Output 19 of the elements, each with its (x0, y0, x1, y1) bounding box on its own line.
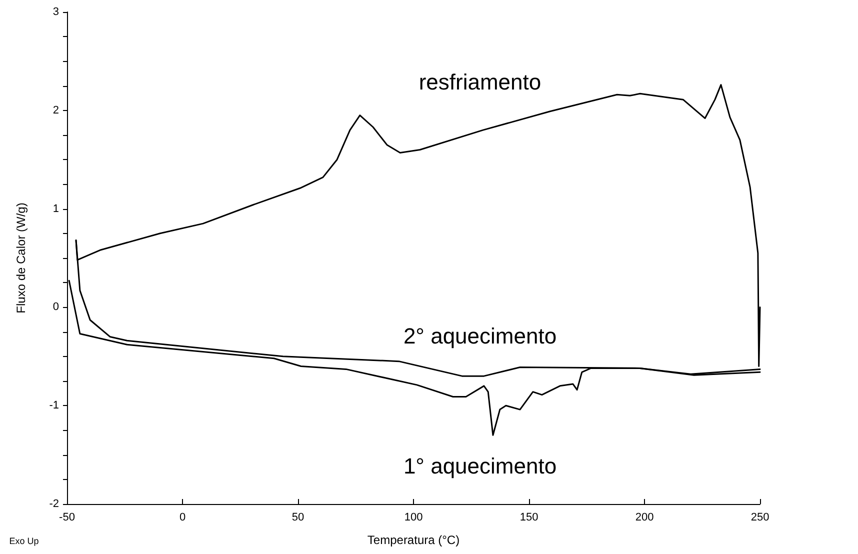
y-axis-title: Fluxo de Calor (W/g) (14, 202, 28, 314)
y-tick-label: 2 (52, 104, 59, 116)
x-tick-label: -50 (59, 512, 75, 524)
annotation: 2° aquecimento (403, 324, 557, 348)
text: Exo Up (9, 536, 39, 546)
y-tick-label: 0 (52, 301, 59, 314)
x-tick-label: 0 (179, 512, 186, 524)
x-axis-title: Temperatura (°C) (367, 533, 460, 547)
annotation: resfriamento (418, 70, 542, 94)
x-tick-label: 200 (635, 512, 654, 524)
annotation: 1° aquecimento (403, 454, 557, 478)
y-tick-label: -1 (49, 400, 59, 412)
x-tick-label: 250 (750, 512, 770, 524)
x-tick-label: 100 (404, 512, 423, 524)
x-tick-label: 50 (292, 512, 304, 524)
y-tick-label: -2 (49, 498, 59, 510)
y-tick-label: 3 (52, 6, 59, 18)
y-tick-label: 1 (52, 202, 59, 215)
x-tick-label: 150 (520, 512, 538, 524)
